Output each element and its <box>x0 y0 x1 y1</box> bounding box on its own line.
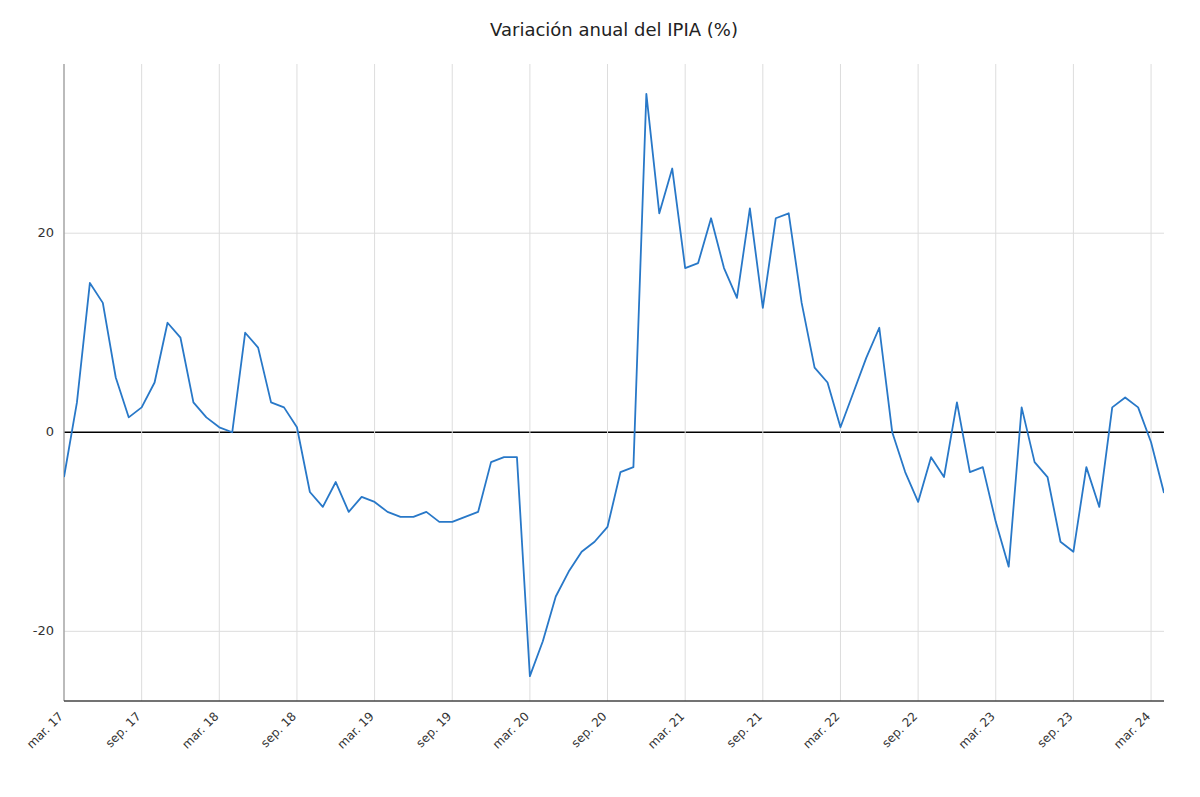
title: Variación anual del IPIA (%) <box>490 19 738 40</box>
grid-line <box>1073 64 1074 701</box>
grid-line <box>685 64 686 701</box>
x-tick-label: mar. 20 <box>490 709 532 751</box>
grid-line <box>529 64 530 701</box>
x-tick-label: sep. 20 <box>569 709 610 750</box>
x-tick-label: mar. 21 <box>645 709 687 751</box>
grid-line <box>374 64 375 701</box>
y-axis-line <box>64 64 65 701</box>
chart: Variación anual del IPIA (%) -20 0 20 mar. 1… <box>0 0 1200 797</box>
x-tick-label: mar. 19 <box>334 709 376 751</box>
x-tick-label: sep. 18 <box>258 709 299 750</box>
x-tick-label: mar. 17 <box>24 709 66 751</box>
grid-line <box>918 64 919 701</box>
x-tick-label: mar. 24 <box>1111 709 1153 751</box>
x-tick-label: mar. 18 <box>179 709 221 751</box>
x-axis-line <box>64 700 1164 702</box>
grid-line <box>607 64 608 701</box>
x-tick-label: mar. 23 <box>956 709 998 751</box>
grid-line <box>762 64 763 701</box>
line <box>64 94 1164 676</box>
x-tick-label: sep. 19 <box>413 709 454 750</box>
grid-line <box>64 64 65 701</box>
x-tick-label: sep. 17 <box>103 709 144 750</box>
y-tick-label: 0 <box>46 424 54 439</box>
grid-line <box>452 64 453 701</box>
y-tick-label: -20 <box>33 623 54 638</box>
grid-line <box>219 64 220 701</box>
grid <box>64 64 1164 701</box>
x-tick-label: sep. 23 <box>1034 709 1075 750</box>
grid-line <box>840 64 841 701</box>
grid-line <box>995 64 996 701</box>
grid-line <box>141 64 142 701</box>
grid-line <box>64 233 1164 234</box>
grid-line <box>296 64 297 701</box>
x-tick-label: sep. 21 <box>724 709 765 750</box>
plot-area <box>64 94 1164 676</box>
axes: -20 0 20 mar. 17 sep. 17 mar. 18 sep. 18 mar. 1… <box>24 64 1164 751</box>
grid-line <box>1151 64 1152 701</box>
x-tick-label: mar. 22 <box>800 709 842 751</box>
x-tick-label: sep. 22 <box>879 709 920 750</box>
y-tick-label: 20 <box>37 225 54 240</box>
grid-line <box>64 631 1164 632</box>
